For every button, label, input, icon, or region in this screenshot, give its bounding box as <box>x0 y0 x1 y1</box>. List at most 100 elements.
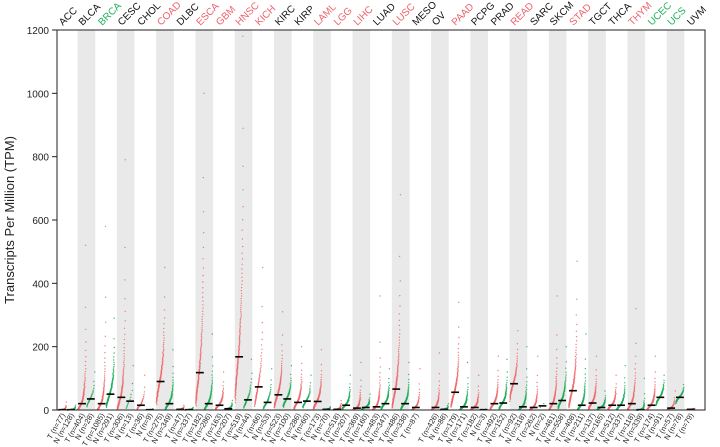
data-point-cesc-tumor <box>122 373 125 375</box>
data-point-kirp-normal <box>309 389 311 391</box>
data-point-coad-tumor <box>162 343 165 346</box>
data-point-gbm-tumor <box>222 391 224 394</box>
data-point-kich-normal <box>270 384 272 386</box>
data-point-hnsc-tumor <box>240 302 242 304</box>
data-point-chol-tumor <box>142 397 145 399</box>
data-point-paad-tumor <box>457 357 460 359</box>
data-point-lusc-tumor <box>399 333 401 335</box>
data-point-hnsc-tumor <box>241 229 243 231</box>
data-point-paad-tumor <box>457 364 460 366</box>
data-point-esca-tumor <box>203 92 205 95</box>
data-point-hnsc-tumor <box>241 272 243 274</box>
data-point-luad-tumor <box>379 341 381 343</box>
data-point-luad-normal <box>388 384 391 386</box>
data-point-paad-normal <box>467 383 469 385</box>
data-point-esca-tumor <box>200 339 203 342</box>
data-point-kich-tumor <box>260 358 263 360</box>
data-point-cesc-tumor <box>122 371 125 373</box>
data-point-luad-tumor <box>378 390 380 392</box>
data-point-luad-tumor <box>379 295 381 297</box>
data-point-lusc-normal <box>408 361 410 364</box>
data-point-ov-tumor <box>438 352 441 354</box>
data-point-hnsc-tumor <box>239 323 241 325</box>
data-point-coad-normal <box>172 383 174 385</box>
data-point-lgg-normal <box>349 383 351 385</box>
data-point-dlbc-normal <box>192 406 194 409</box>
data-point-gbm-tumor <box>222 381 225 383</box>
data-point-lusc-tumor <box>397 357 400 359</box>
data-point-kirp-tumor <box>301 369 303 371</box>
data-point-cesc-normal <box>129 398 131 401</box>
data-point-lgg-normal <box>349 390 351 392</box>
data-point-luad-tumor <box>379 376 381 378</box>
data-point-brca-tumor <box>103 383 105 386</box>
data-point-paad-normal <box>467 377 469 379</box>
data-point-kirc-tumor <box>281 360 283 362</box>
data-point-paad-tumor <box>458 301 460 303</box>
data-point-blca-tumor <box>84 382 86 385</box>
data-point-meso-tumor <box>418 391 421 394</box>
data-point-kich-tumor <box>260 369 262 371</box>
data-point-hnsc-normal <box>250 381 252 384</box>
data-point-meso-tumor <box>418 396 420 399</box>
data-point-luad-normal <box>388 386 390 388</box>
data-point-brca-tumor <box>103 382 105 384</box>
data-point-lusc-tumor <box>398 339 400 341</box>
data-point-luad-tumor <box>379 372 381 374</box>
data-point-lihc-tumor <box>360 379 362 381</box>
data-point-blca-tumor <box>85 368 87 370</box>
data-point-kich-normal <box>270 388 272 391</box>
data-point-esca-tumor <box>203 232 205 234</box>
data-point-esca-tumor <box>202 300 204 302</box>
data-point-lusc-tumor <box>399 305 401 307</box>
data-point-brca-tumor <box>104 373 106 375</box>
data-point-kich-tumor <box>262 266 264 269</box>
data-point-lgg-normal <box>348 386 351 389</box>
data-point-coad-tumor <box>162 347 165 349</box>
data-point-brca-tumor <box>104 378 106 380</box>
data-point-blca-normal <box>92 392 94 394</box>
data-point-kich-tumor <box>261 331 264 334</box>
data-point-chol-tumor <box>142 398 144 400</box>
data-point-ov-tumor <box>438 394 440 396</box>
data-point-brca-tumor <box>104 365 106 367</box>
data-point-cesc-normal <box>126 405 128 407</box>
data-point-esca-normal <box>211 370 214 372</box>
data-point-brca-normal <box>113 317 115 319</box>
data-point-brca-normal <box>112 370 115 372</box>
data-point-coad-normal <box>171 387 174 389</box>
data-point-gbm-tumor <box>221 390 224 393</box>
data-point-lusc-tumor <box>398 349 400 351</box>
data-point-esca-tumor <box>200 343 203 346</box>
data-point-hnsc-tumor <box>239 331 241 333</box>
data-point-coad-normal <box>172 372 174 374</box>
data-point-prad-tumor <box>497 381 499 384</box>
data-point-laml-tumor <box>320 381 322 384</box>
data-point-lgg-normal <box>349 391 351 394</box>
data-point-brca-normal <box>113 371 115 373</box>
data-point-prad-tumor <box>496 385 499 387</box>
data-point-blca-tumor <box>84 378 86 380</box>
data-point-kirc-tumor <box>281 344 283 346</box>
data-point-lihc-tumor <box>359 391 361 394</box>
data-point-paad-tumor <box>458 336 460 339</box>
data-point-kich-normal <box>270 379 272 381</box>
data-point-pcpg-tumor <box>477 395 479 397</box>
data-point-kich-tumor <box>261 338 263 341</box>
data-point-cesc-tumor <box>123 358 125 360</box>
data-point-blca-tumor <box>84 380 86 382</box>
data-point-kich-tumor <box>259 372 261 374</box>
data-point-hnsc-tumor <box>240 308 242 310</box>
data-point-kich-tumor <box>260 364 262 366</box>
data-point-prad-tumor <box>497 386 499 388</box>
data-point-blca-normal <box>86 406 88 408</box>
data-point-kirc-tumor <box>281 354 283 356</box>
data-point-esca-tumor <box>200 338 203 340</box>
data-point-pcpg-tumor <box>477 389 480 392</box>
data-point-lusc-tumor <box>399 194 402 196</box>
data-point-brca-tumor <box>104 345 106 347</box>
data-point-hnsc-tumor <box>240 300 242 302</box>
data-point-prad-tumor <box>497 369 499 372</box>
data-point-lihc-tumor <box>359 389 361 391</box>
data-point-hnsc-tumor <box>240 315 242 318</box>
